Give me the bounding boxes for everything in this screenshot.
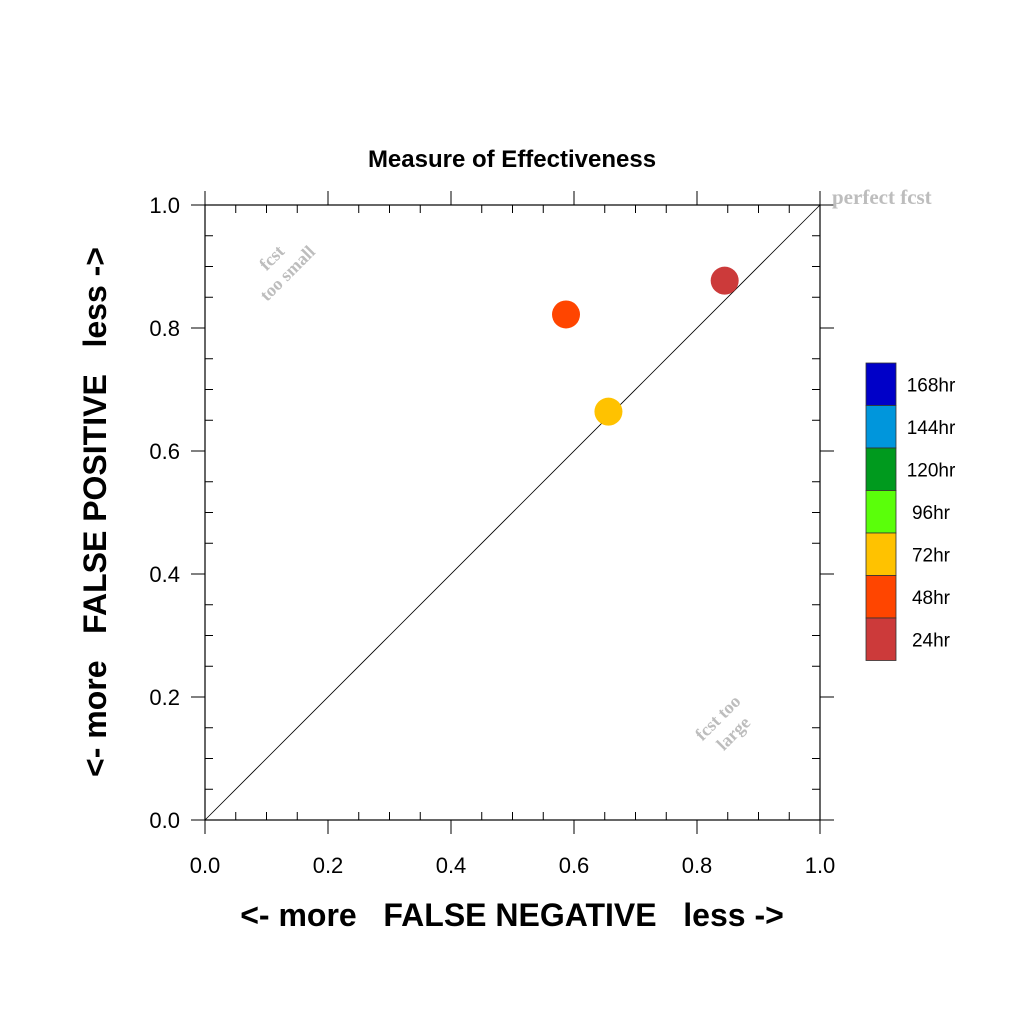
too-large-annotation: fcst too large [691, 691, 754, 754]
y-tick-label: 1.0 [149, 193, 180, 218]
legend-swatch-144hr [865, 405, 897, 449]
point-72hr [594, 397, 623, 426]
legend-swatch-120hr [865, 447, 897, 491]
legend-swatch-48hr [865, 575, 897, 619]
y-tick-label: 0.2 [149, 685, 180, 710]
too-small-annotation: fcst too small [255, 241, 319, 305]
x-axis-title: <- more FALSE NEGATIVE less -> [240, 897, 784, 933]
x-tick-label: 0.4 [436, 853, 467, 878]
chart-title: Measure of Effectiveness [368, 146, 656, 173]
legend-swatch-96hr [865, 490, 897, 534]
data-points [552, 266, 739, 426]
legend-label-96hr: 96hr [912, 503, 951, 524]
legend-label-168hr: 168hr [907, 375, 956, 396]
x-tick-label: 0.0 [190, 853, 221, 878]
tick-labels: 0.0 0.2 0.4 0.6 0.8 1.0 0.0 0.2 0.4 0.6 0.8 1.0 [149, 193, 835, 878]
legend-label-24hr: 24hr [912, 630, 951, 651]
axis-ticks [191, 191, 834, 834]
perfect-forecast-line [204, 204, 821, 821]
legend-swatch-168hr [865, 362, 897, 406]
y-tick-label: 0.6 [149, 439, 180, 464]
x-tick-label: 0.8 [682, 853, 713, 878]
perfect-forecast-annotation: perfect fcst [832, 185, 932, 209]
x-tick-label: 0.2 [313, 853, 344, 878]
y-tick-label: 0.0 [149, 808, 180, 833]
point-24hr [710, 266, 739, 295]
legend-label-120hr: 120hr [907, 460, 956, 481]
point-48hr [552, 300, 581, 329]
x-tick-label: 1.0 [805, 853, 836, 878]
x-tick-label: 0.6 [559, 853, 590, 878]
y-axis-title: <- more FALSE POSITIVE less -> [77, 247, 113, 777]
legend-swatch-72hr [865, 532, 897, 576]
legend-swatch-24hr [865, 617, 897, 661]
legend-label-72hr: 72hr [912, 545, 951, 566]
y-tick-label: 0.8 [149, 316, 180, 341]
legend-label-144hr: 144hr [907, 418, 956, 439]
y-tick-label: 0.4 [149, 562, 180, 587]
legend: 168hr 144hr 120hr 96hr 72hr 48hr 24hr [865, 362, 956, 661]
legend-label-48hr: 48hr [912, 588, 951, 609]
